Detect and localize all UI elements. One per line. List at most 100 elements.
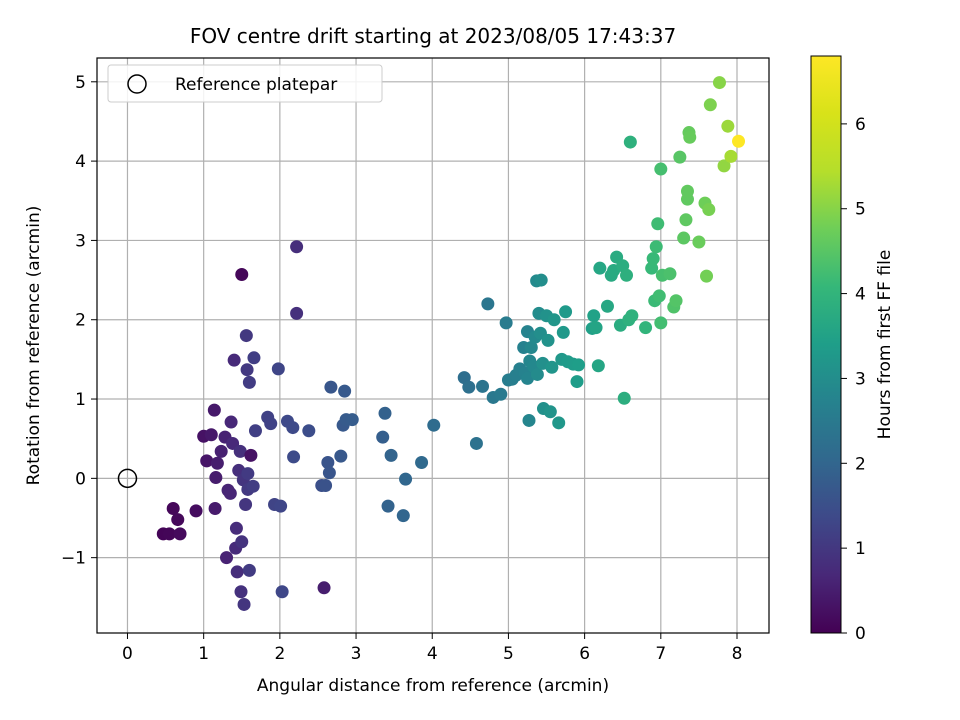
data-point (237, 597, 251, 611)
data-point (334, 449, 348, 463)
data-point (712, 76, 726, 90)
data-point (189, 504, 203, 518)
data-point (287, 450, 301, 464)
data-point (677, 231, 691, 245)
data-point (680, 184, 694, 198)
data-point (220, 551, 234, 565)
data-point (200, 454, 214, 468)
data-point (620, 268, 634, 282)
data-point (324, 380, 338, 394)
x-axis: 0 1 2 3 4 5 6 7 8 (122, 633, 742, 664)
legend-open-circle-icon (127, 74, 147, 94)
data-point (234, 585, 248, 599)
data-point (591, 359, 605, 373)
data-point (481, 297, 495, 311)
data-point (229, 521, 243, 535)
data-point (166, 501, 180, 515)
data-point (242, 563, 256, 577)
x-tick-label: 1 (198, 644, 209, 664)
data-point (230, 565, 244, 579)
data-point (162, 527, 176, 541)
data-point (239, 329, 253, 343)
colorbar-label: Hours from first FF file (875, 250, 895, 440)
data-point (499, 316, 513, 330)
reference-platepar-marker (117, 468, 138, 489)
data-point (543, 405, 557, 419)
data-point (559, 305, 573, 319)
colorbar-tick-label: 4 (855, 285, 866, 305)
legend: Reference platepar (107, 64, 383, 103)
data-point (652, 289, 666, 303)
data-point (173, 527, 187, 541)
data-point (545, 360, 559, 374)
y-tick-label: 5 (75, 73, 86, 93)
data-point (617, 391, 631, 405)
data-point (556, 325, 570, 339)
data-point (275, 585, 289, 599)
data-point (669, 294, 683, 308)
data-point (376, 430, 390, 444)
data-point (235, 535, 249, 549)
data-point (399, 472, 413, 486)
x-tick-label: 2 (274, 644, 285, 664)
data-point (210, 456, 224, 470)
x-axis-label: Angular distance from reference (arcmin) (257, 676, 609, 696)
x-tick-label: 3 (351, 644, 362, 664)
data-point (534, 273, 548, 287)
data-point (214, 444, 228, 458)
colorbar-tick-label: 5 (855, 200, 866, 220)
data-point (381, 499, 395, 513)
data-points (156, 76, 746, 611)
data-point (623, 135, 637, 149)
data-point (651, 217, 665, 231)
data-point (476, 379, 490, 393)
data-point (494, 387, 508, 401)
data-point (242, 375, 256, 389)
x-tick-label: 7 (655, 644, 666, 664)
plot-area (96, 57, 770, 634)
data-point (547, 313, 561, 327)
legend-label: Reference platepar (175, 75, 337, 95)
data-point (522, 413, 536, 427)
data-point (692, 235, 706, 249)
data-point (703, 98, 717, 112)
data-point (239, 498, 253, 512)
data-point (290, 306, 304, 320)
data-point (683, 130, 697, 144)
colorbar-tick-label: 2 (855, 454, 866, 474)
data-point (223, 486, 237, 500)
data-point (427, 418, 441, 432)
data-point (552, 416, 566, 430)
data-point (700, 269, 714, 283)
data-point (317, 581, 331, 595)
data-point (204, 428, 218, 442)
data-point (274, 499, 288, 513)
data-point (248, 424, 262, 438)
data-point (345, 413, 359, 427)
x-tick-label: 8 (732, 644, 743, 664)
data-point (244, 448, 258, 462)
data-point (530, 367, 544, 381)
colorbar-tick-label: 6 (855, 115, 866, 135)
x-tick-label: 4 (427, 644, 438, 664)
colorbar-tick-label: 0 (855, 624, 866, 644)
x-tick-label: 6 (579, 644, 590, 664)
grid (97, 58, 769, 633)
data-point (724, 149, 738, 163)
y-tick-label: 4 (75, 152, 86, 172)
data-point (241, 467, 255, 481)
legend-box (107, 64, 383, 103)
data-point (654, 162, 668, 176)
data-point (396, 509, 410, 523)
data-point (520, 371, 534, 385)
data-point (233, 444, 247, 458)
data-point (589, 321, 603, 335)
data-point (600, 299, 614, 313)
data-point (209, 471, 223, 485)
colorbar (810, 55, 842, 634)
data-point (321, 455, 335, 469)
data-point (415, 455, 429, 469)
data-point (679, 213, 693, 227)
data-point (338, 384, 352, 398)
data-point (271, 362, 285, 376)
